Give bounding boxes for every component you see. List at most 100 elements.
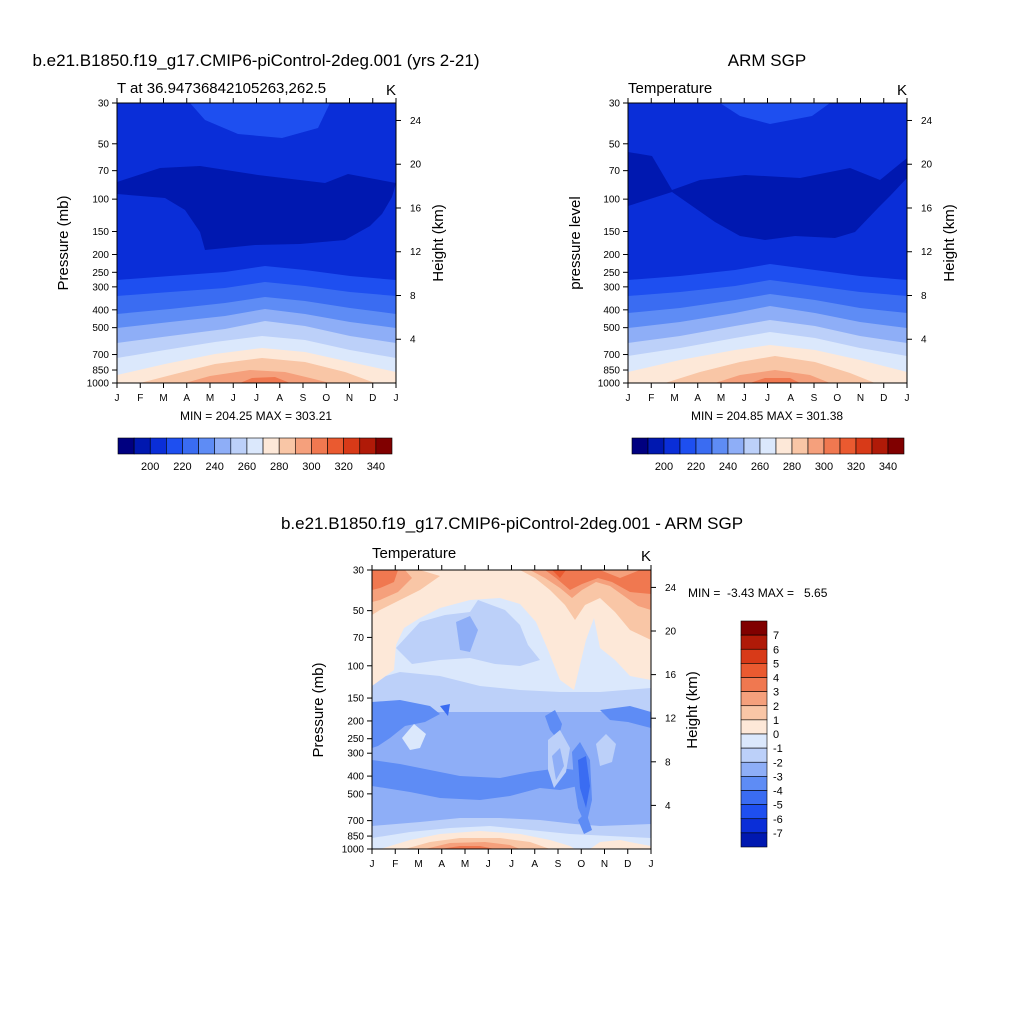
- diff-right-axis-label: Height (km): [684, 671, 701, 749]
- obs-colorbar-box-4: [695, 437, 713, 455]
- obs-band-300: [715, 370, 830, 383]
- model-y-tick-label-0: 30: [98, 99, 110, 110]
- diff-y-tick-label-7: 300: [347, 749, 364, 760]
- diff-band-0-blob-upper-left: [402, 724, 426, 750]
- obs-colorbar-label-6: 320: [847, 461, 865, 473]
- obs-band-290: [665, 356, 875, 383]
- diff-colorbar-label-7: 0: [773, 729, 779, 741]
- model-stats: MIN = 204.25 MAX = 303.21: [180, 409, 332, 423]
- model-colorbar-label-0: 200: [141, 461, 159, 473]
- obs-right-tick-label-1: 20: [921, 160, 933, 171]
- diff-right-tick-label-0: 24: [665, 583, 677, 594]
- diff-colorbar-label-8: -1: [773, 743, 783, 755]
- obs-band-310: [750, 378, 800, 383]
- diff-band-neg2-blob-a: [456, 616, 478, 652]
- diff-band-warm-4b: [372, 570, 398, 590]
- diff-x-tick-label-2: M: [414, 859, 422, 870]
- obs-colorbar-box-8: [759, 437, 777, 455]
- obs-colorbar-label-3: 260: [751, 461, 769, 473]
- diff-colorbar-label-3: 4: [773, 673, 779, 685]
- obs-axes: J F M A M J J A S O N D J 30 50 70 100 150 200 250 300 400 500…: [598, 98, 933, 404]
- obs-x-tick-label-9: O: [833, 393, 841, 404]
- obs-x-tick-label-8: S: [811, 393, 818, 404]
- diff-colorbar-box-8: [740, 733, 768, 749]
- obs-y-tick-label-11: 850: [603, 366, 620, 377]
- obs-colorbar-label-7: 340: [879, 461, 897, 473]
- diff-band-neg1-upper: [372, 672, 651, 712]
- diff-right-tick-label-3: 12: [665, 714, 677, 725]
- model-colorbar-box-11: [294, 437, 312, 455]
- diff-band-neg4-lower: [372, 760, 578, 800]
- model-colorbar-label-5: 300: [302, 461, 320, 473]
- diff-band-neg2-s-blob: [552, 748, 564, 780]
- model-right-axis-label: Height (km): [430, 204, 447, 282]
- obs-colorbar-box-10: [791, 437, 809, 455]
- model-band-strat-warm: [190, 103, 330, 138]
- diff-colorbar-box-1: [740, 634, 768, 650]
- diff-colorbar-box-5: [740, 691, 768, 707]
- panel-diff: b.e21.B1850.f19_g17.CMIP6-piControl-2deg…: [281, 514, 828, 870]
- obs-colorbar-box-7: [743, 437, 761, 455]
- model-right-tick-label-3: 12: [410, 247, 422, 258]
- diff-x-tick-label-3: A: [438, 859, 445, 870]
- diff-y-tick-label-5: 200: [347, 716, 364, 727]
- diff-colorbar-label-13: -6: [773, 814, 783, 826]
- obs-colorbar-label-4: 280: [783, 461, 801, 473]
- model-colorbar-box-9: [262, 437, 280, 455]
- obs-x-tick-label-0: J: [626, 393, 631, 404]
- model-colorbar-label-1: 220: [173, 461, 191, 473]
- model-right-tick-label-5: 4: [410, 335, 416, 346]
- model-x-tick-label-11: D: [369, 393, 376, 404]
- diff-y-tick-label-10: 700: [347, 816, 364, 827]
- diff-colorbar-label-9: -2: [773, 757, 783, 769]
- diff-colorbar-label-10: -3: [773, 771, 783, 783]
- diff-band-warm-5: [552, 570, 566, 578]
- model-left-title: T at 36.94736842105263,262.5: [117, 80, 326, 97]
- obs-right-tick-label-5: 4: [921, 335, 927, 346]
- model-colorbar-box-8: [246, 437, 264, 455]
- model-band-300: [185, 370, 330, 383]
- model-colorbar-box-15: [359, 437, 377, 455]
- diff-x-tick-label-8: S: [555, 859, 562, 870]
- model-band-200-lower: [117, 166, 396, 250]
- diff-x-tick-label-4: M: [461, 859, 469, 870]
- obs-right-tick-label-2: 16: [921, 203, 933, 214]
- model-colorbar-box-6: [214, 437, 232, 455]
- diff-colorbar-label-1: 6: [773, 644, 779, 656]
- diff-left-title: Temperature: [372, 545, 456, 562]
- model-y-tick-label-10: 700: [92, 350, 109, 361]
- diff-y-tick-label-0: 30: [353, 566, 365, 577]
- obs-x-tick-label-11: D: [880, 393, 887, 404]
- diff-band-neg4-left: [372, 700, 440, 748]
- model-x-tick-label-2: M: [159, 393, 167, 404]
- model-colorbar: 200 220 240 260 280 300 320 340: [117, 437, 393, 473]
- diff-y-tick-label-9: 500: [347, 789, 364, 800]
- obs-contour-field: [628, 103, 907, 383]
- obs-colorbar-box-1: [647, 437, 665, 455]
- panel-model: b.e21.B1850.f19_g17.CMIP6-piControl-2deg…: [33, 51, 480, 473]
- model-band-310: [240, 377, 290, 383]
- diff-colorbar-box-3: [740, 663, 768, 678]
- obs-units: K: [897, 82, 907, 99]
- obs-right-tick-label-3: 12: [921, 247, 933, 258]
- model-colorbar-label-6: 320: [334, 461, 352, 473]
- diff-y-axis-label: Pressure (mb): [310, 662, 327, 757]
- diff-right-tick-label-5: 4: [665, 801, 671, 812]
- obs-y-tick-label-2: 70: [609, 166, 621, 177]
- model-x-tick-label-6: J: [254, 393, 259, 404]
- obs-colorbar-box-11: [807, 437, 825, 455]
- diff-colorbar-label-12: -5: [773, 800, 783, 812]
- diff-band-neg4-oct-lower: [578, 812, 592, 834]
- obs-y-tick-label-10: 700: [603, 350, 620, 361]
- diff-colorbar-label-4: 3: [773, 687, 779, 699]
- diff-colorbar-label-0: 7: [773, 630, 779, 642]
- model-y-tick-label-2: 70: [98, 166, 110, 177]
- diff-x-tick-label-6: J: [509, 859, 514, 870]
- model-x-tick-label-10: N: [346, 393, 353, 404]
- diff-right-tick-label-4: 8: [665, 757, 671, 768]
- model-colorbar-box-10: [278, 437, 296, 455]
- obs-right-tick-label-0: 24: [921, 116, 933, 127]
- diff-colorbar-box-10: [740, 761, 768, 777]
- model-right-tick-label-0: 24: [410, 116, 422, 127]
